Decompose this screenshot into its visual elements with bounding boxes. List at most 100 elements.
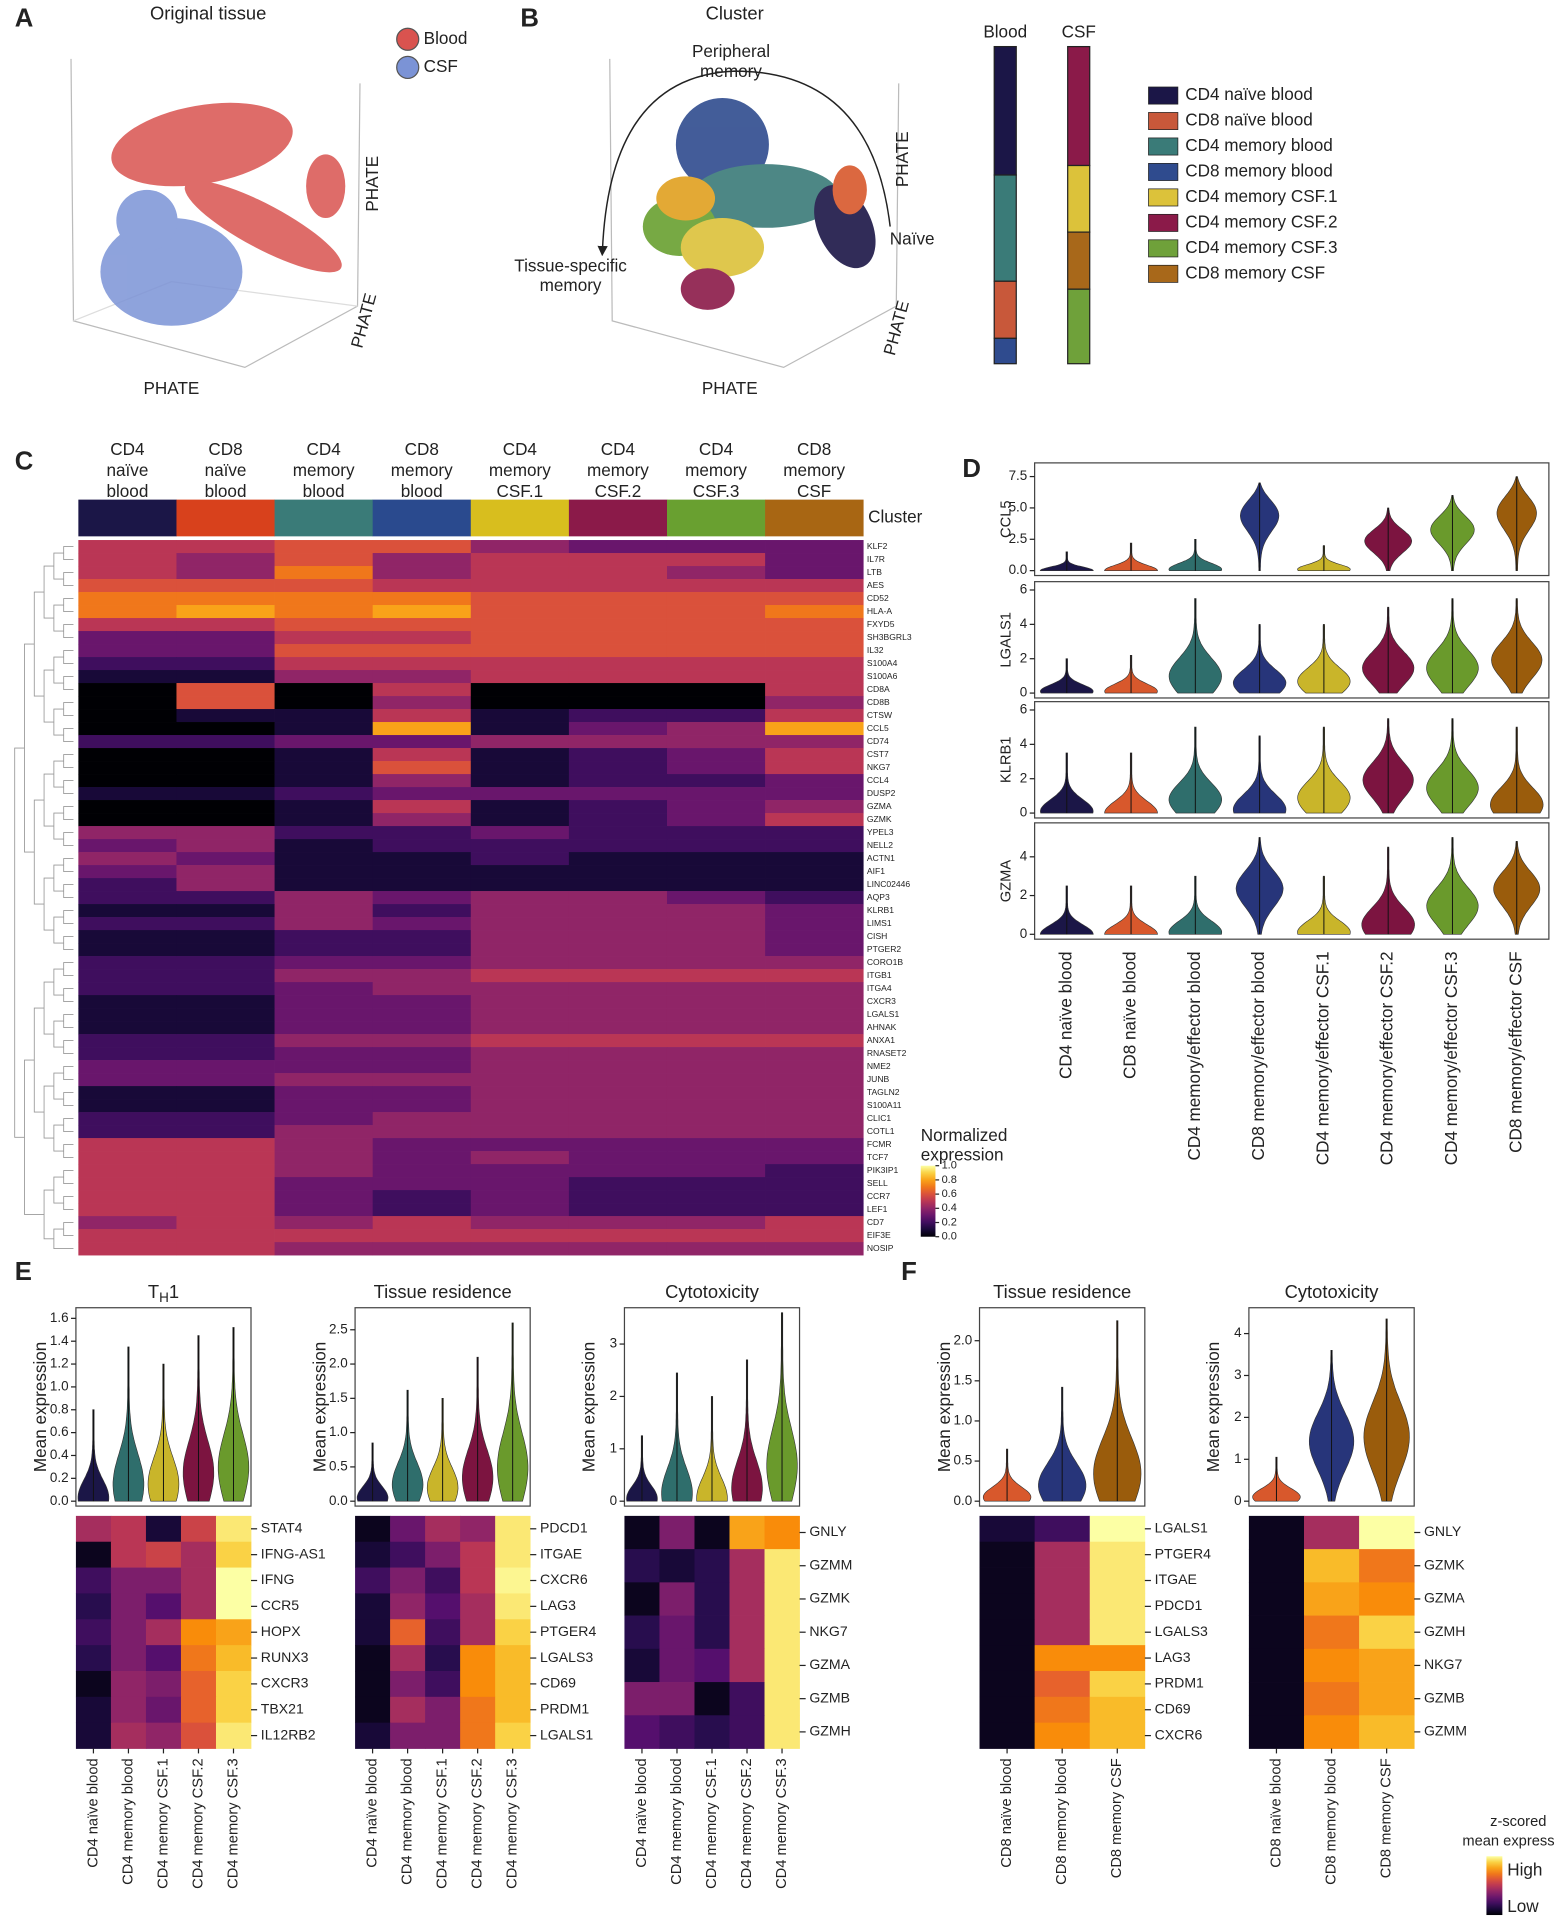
heatmap-cell (666, 1216, 766, 1230)
y-tick-label: 1.0 (329, 1424, 348, 1439)
heatmap-cell (470, 722, 570, 736)
heatmap-cell (666, 943, 766, 957)
heatmap-cell (78, 1073, 177, 1087)
dendrogram (43, 981, 54, 1035)
heatmap-cell (274, 1073, 374, 1087)
heatmap-cell (729, 1582, 765, 1616)
x-tick-label: CD4 memory blood (399, 1758, 415, 1885)
heatmap-cell (274, 1138, 374, 1152)
heatmap-cell (274, 618, 374, 632)
y-tick-label: 2.5 (1009, 531, 1028, 546)
heatmap-cell (372, 709, 472, 723)
y-tick-label: 0 (610, 1493, 617, 1508)
heatmap-cell (568, 657, 668, 671)
heatmap-cell (372, 878, 472, 892)
heatmap-cell (372, 1034, 472, 1048)
heatmap-cell (460, 1619, 496, 1646)
heatmap-cell (765, 1216, 864, 1230)
heatmap-cell (274, 1047, 374, 1061)
heatmap-cell (372, 930, 472, 944)
heatmap-cell (470, 670, 570, 684)
panel-title: Tissue residence (374, 1281, 512, 1302)
heatmap-cell (568, 1021, 668, 1035)
dendrogram (63, 1222, 74, 1237)
heatmap-cell (764, 1715, 800, 1749)
heatmap-cell (666, 644, 766, 658)
heatmap-cell (372, 826, 472, 840)
dendrogram (53, 812, 64, 840)
heatmap-cell (666, 618, 766, 632)
heatmap-cell (470, 1151, 570, 1165)
heatmap-cell (274, 761, 374, 775)
heatmap-cell (659, 1715, 695, 1749)
gene-label: PRDM1 (1155, 1675, 1204, 1691)
y-tick-label: 1.6 (50, 1310, 69, 1325)
gene-label: GNLY (1424, 1523, 1462, 1539)
heatmap-cell (470, 553, 570, 567)
heatmap-cell (180, 1670, 217, 1698)
dendrogram (63, 1118, 74, 1133)
annotation: Naïve (890, 229, 935, 249)
heatmap-cell (666, 1034, 766, 1048)
heatmap-cell (568, 1034, 668, 1048)
cluster-label: memory (489, 460, 551, 480)
heatmap-cell (666, 1190, 766, 1204)
heatmap-cell (1303, 1515, 1360, 1550)
gene-label: AES (867, 580, 884, 590)
heatmap-cell (274, 644, 374, 658)
gene-label: CLIC1 (867, 1113, 892, 1123)
heatmap-cell (78, 1021, 177, 1035)
cluster-label: memory (391, 460, 453, 480)
heatmap-cell (355, 1696, 391, 1724)
heatmap-cell (470, 787, 570, 801)
gene-label: LAG3 (1155, 1649, 1191, 1665)
heatmap-cell (470, 683, 570, 697)
heatmap-cell (355, 1645, 391, 1672)
heatmap-cell (624, 1549, 660, 1583)
dendrogram (63, 702, 74, 716)
heatmap-cell (666, 566, 766, 580)
cluster-label: naïve (205, 460, 247, 480)
heatmap-cell (176, 592, 275, 606)
panel-label: D (962, 455, 981, 483)
heatmap-cell (666, 917, 766, 931)
dendrogram (63, 884, 74, 898)
heatmap-cell (568, 1151, 668, 1165)
title-part: 1 (169, 1281, 179, 1302)
heatmap-cell (1089, 1722, 1146, 1749)
heatmap-cell (765, 995, 864, 1009)
heatmap-cell (765, 1229, 864, 1243)
heatmap-cell (372, 891, 472, 905)
heatmap-cell (568, 748, 668, 762)
heatmap-cell (78, 1242, 177, 1256)
heatmap-cell (470, 930, 570, 944)
heatmap-cell (568, 1112, 668, 1126)
cluster-label: blood (401, 481, 443, 501)
heatmap-cell (1034, 1670, 1091, 1698)
heatmap-cell (1089, 1567, 1146, 1594)
heatmap-cell (78, 865, 177, 879)
y-tick-label: 1.0 (953, 1413, 972, 1428)
heatmap-cell (1303, 1582, 1360, 1616)
heatmap-cell (274, 631, 374, 645)
heatmap-cell (765, 1125, 864, 1139)
heatmap-cell (78, 722, 177, 736)
heatmap-cell (764, 1615, 800, 1650)
cluster-bar (274, 499, 374, 537)
gene-label: GZMH (809, 1723, 850, 1739)
heatmap-cell (425, 1670, 461, 1698)
heatmap-cell (765, 1034, 864, 1048)
heatmap-cell (568, 800, 668, 814)
heatmap-cell (765, 891, 864, 905)
heatmap-cell (78, 969, 177, 983)
heatmap-cell (694, 1615, 730, 1650)
gene-label: GZMK (1424, 1556, 1465, 1572)
heatmap-cell (460, 1593, 496, 1620)
y-tick-label: 4 (1020, 848, 1028, 863)
heatmap-cell (1359, 1648, 1415, 1683)
gene-label: STAT4 (261, 1520, 303, 1536)
heatmap-cell (176, 579, 275, 593)
gene-label: GZMA (867, 801, 892, 811)
